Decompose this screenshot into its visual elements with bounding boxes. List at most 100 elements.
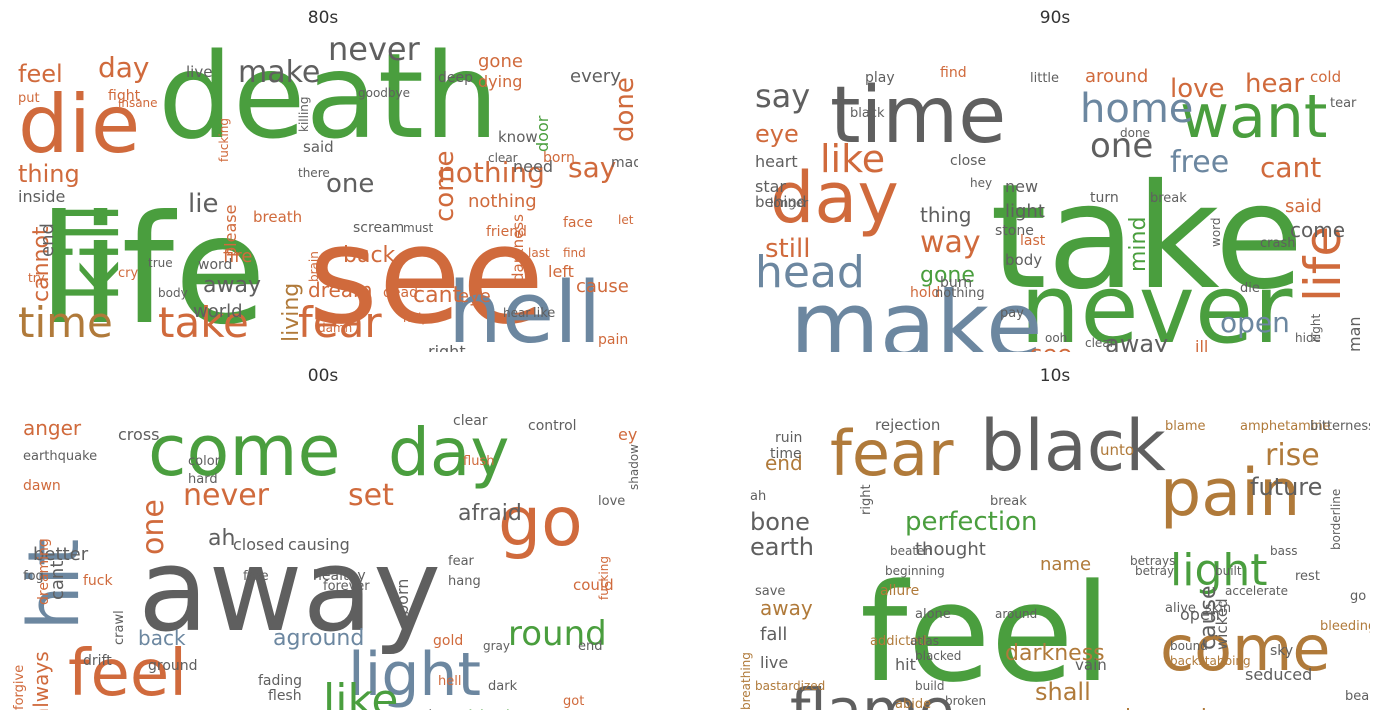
cloud-word: like xyxy=(820,137,885,181)
cloud-word: gone xyxy=(478,51,523,72)
cloud-word: goodbye xyxy=(358,86,410,100)
cloud-word: blacked xyxy=(915,649,961,663)
cloud-word: longer xyxy=(770,196,808,210)
cloud-word: clear xyxy=(453,413,488,429)
cloud-word: door xyxy=(533,115,552,152)
cloud-word: never xyxy=(328,32,421,68)
cloud-word: around xyxy=(995,607,1037,621)
cloud-word: break xyxy=(990,494,1027,509)
cloud-word: hey xyxy=(970,176,992,190)
cloud-word: fire xyxy=(223,246,252,267)
cloud-word: hide xyxy=(1295,331,1321,345)
cloud-word: lie xyxy=(188,189,218,219)
cloud-word: feel xyxy=(68,637,187,710)
cloud-word: living xyxy=(279,283,304,342)
cloud-word: black xyxy=(850,106,885,121)
cloud-word: life xyxy=(1294,226,1352,302)
cloud-word: set xyxy=(348,478,394,513)
word-cloud-svg: feel black fear pain come flame light risefutur… xyxy=(740,405,1370,710)
cloud-word: done xyxy=(610,77,638,142)
cloud-word: dead xyxy=(383,285,418,301)
cloud-word: hold xyxy=(910,285,940,301)
cloud-word: break xyxy=(1150,191,1187,206)
cloud-word: scream xyxy=(353,220,404,236)
cloud-word: black xyxy=(980,405,1166,487)
cloud-word: deep xyxy=(438,70,473,86)
cloud-word: dreaming xyxy=(36,538,52,605)
cloud-word: broken xyxy=(945,694,986,708)
cloud-word: live xyxy=(760,653,788,672)
cloud-word: find xyxy=(940,65,967,81)
cloud-word: sky xyxy=(1270,643,1293,659)
cloud-word: thing xyxy=(920,203,971,227)
cloud-word: inside xyxy=(18,187,65,206)
cloud-word: come xyxy=(1290,218,1345,242)
cloud-word: die xyxy=(18,78,140,171)
cloud-word: let xyxy=(618,213,634,227)
cloud-word: free xyxy=(1170,145,1229,180)
cloud-word: right xyxy=(1309,314,1323,342)
cloud-word: home xyxy=(1080,86,1193,132)
cloud-word: away xyxy=(203,273,261,298)
cloud-word: crawl xyxy=(112,610,127,645)
cloud-word: bone xyxy=(750,508,810,536)
cloud-word: tear xyxy=(1330,96,1357,111)
cloud-word: like xyxy=(533,306,555,321)
cloud-word: turn xyxy=(1090,190,1119,206)
cloud-word: nothing xyxy=(438,156,545,189)
cloud-word: rest xyxy=(1295,569,1320,584)
cloud-word: star xyxy=(755,177,786,196)
cloud-word: last xyxy=(528,246,550,260)
cloud-word: cry xyxy=(118,266,138,281)
cloud-word: word xyxy=(198,257,232,273)
cloud-word: clean xyxy=(1085,336,1117,350)
cloud-word: round xyxy=(508,614,607,654)
cloud-word: cannot xyxy=(29,226,54,302)
cloud-word: one xyxy=(1090,126,1153,166)
cloud-word: end xyxy=(37,223,58,257)
cloud-word: bitterness xyxy=(1310,419,1370,434)
cloud-word: damn xyxy=(318,321,352,335)
cloud-word: born xyxy=(543,150,575,166)
cloud-word: pain xyxy=(1160,456,1300,531)
cloud-word: make xyxy=(790,272,1043,352)
cloud-word: eye xyxy=(755,120,799,148)
cloud-word: come xyxy=(148,410,341,492)
panel-title: 80s xyxy=(307,8,339,28)
cloud-word: killing xyxy=(297,96,311,132)
cloud-word: accelerate xyxy=(1225,584,1288,598)
cloud-word: must xyxy=(403,221,434,235)
cloud-word: come xyxy=(1160,612,1331,685)
cloud-word: bass xyxy=(1270,544,1297,558)
cloud-word: skin xyxy=(1205,601,1231,616)
word-cloud: feel black fear pain come flame light rise futur… xyxy=(740,390,1370,710)
cloud-word: behind xyxy=(755,193,806,211)
cloud-word: see xyxy=(1030,340,1072,352)
cloud-word: flame xyxy=(790,676,954,710)
cloud-word: bastardized xyxy=(755,679,825,693)
cloud-word: love xyxy=(598,494,625,509)
cloud-word: borderline xyxy=(1329,489,1343,550)
cloud-word: never xyxy=(1020,255,1293,352)
cloud-word: true xyxy=(148,256,173,270)
cloud-word: left xyxy=(548,262,574,281)
cloud-word: away xyxy=(760,596,813,620)
cloud-word: last xyxy=(1020,233,1046,249)
cloud-word: dark xyxy=(488,679,518,694)
cloud-word: color xyxy=(188,454,221,469)
cloud-word: beyond xyxy=(1125,706,1207,710)
panel-title: 10s xyxy=(1039,366,1071,386)
cloud-word: fading xyxy=(258,673,302,689)
cloud-word: open xyxy=(1220,306,1290,339)
cloud-word: man xyxy=(1345,316,1364,352)
cloud-word: day xyxy=(98,51,150,84)
cloud-word: built xyxy=(1215,564,1242,578)
cloud-word: fight xyxy=(108,88,141,104)
cloud-word: name xyxy=(1040,554,1091,575)
cloud-word: aground xyxy=(273,626,364,651)
cloud-word: know xyxy=(498,128,538,146)
cloud-word: light xyxy=(348,640,481,710)
cloud-word: right xyxy=(428,342,466,352)
cloud-word: like xyxy=(323,675,398,710)
cloud-word: alive xyxy=(1165,601,1196,616)
